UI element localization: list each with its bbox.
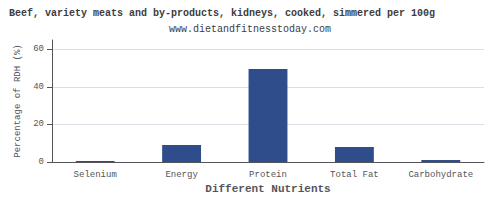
svg-text:www.dietandfitnesstoday.com: www.dietandfitnesstoday.com	[169, 24, 331, 35]
svg-text:Energy: Energy	[165, 170, 198, 180]
svg-text:Total Fat: Total Fat	[330, 170, 379, 180]
svg-text:Carbohydrate: Carbohydrate	[408, 170, 473, 180]
svg-text:20: 20	[33, 119, 44, 129]
svg-text:Protein: Protein	[249, 170, 287, 180]
svg-text:Percentage of RDH (%): Percentage of RDH (%)	[13, 44, 23, 157]
svg-text:60: 60	[33, 44, 44, 54]
svg-text:40: 40	[33, 82, 44, 92]
svg-text:0: 0	[39, 157, 44, 167]
svg-text:Different Nutrients: Different Nutrients	[205, 183, 330, 195]
svg-text:Selenium: Selenium	[74, 170, 117, 180]
svg-text:Beef, variety meats and by-pro: Beef, variety meats and by-products, kid…	[9, 8, 435, 19]
